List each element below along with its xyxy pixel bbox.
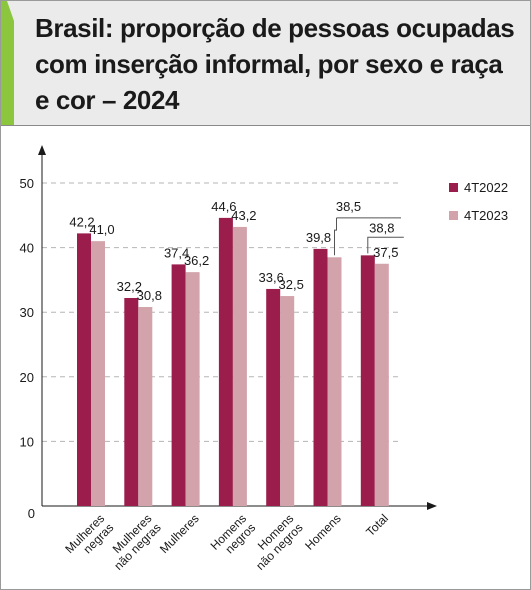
legend-label: 4T2023 <box>464 208 508 223</box>
data-label: 37,4 <box>164 245 189 260</box>
y-tick-label: 50 <box>20 176 34 191</box>
bar-4t2023 <box>280 296 295 506</box>
chart-title: Brasil: proporção de pessoas ocupadas co… <box>35 13 515 115</box>
data-label: 38,5 <box>336 199 361 214</box>
title-band: Brasil: proporção de pessoas ocupadas co… <box>1 1 530 126</box>
y-tick-label: 20 <box>20 370 34 385</box>
legend-label: 4T2022 <box>464 180 508 195</box>
bar-4t2022 <box>124 297 139 506</box>
data-label: 43,2 <box>231 208 256 223</box>
data-label: 36,2 <box>184 253 209 268</box>
bar-4t2022 <box>360 255 375 506</box>
legend-swatch <box>449 211 458 220</box>
bar-4t2023 <box>185 272 200 506</box>
data-label: 42,2 <box>69 214 94 229</box>
data-label: 33,6 <box>259 270 284 285</box>
y-tick-label: 30 <box>20 305 34 320</box>
category-label: Mulheres <box>157 511 202 556</box>
bar-4t2023 <box>232 226 247 506</box>
accent-tab-shape <box>1 1 14 125</box>
bar-4t2022 <box>171 264 186 506</box>
category-label-line: Total <box>363 511 391 539</box>
bar-4t2022 <box>313 248 328 506</box>
category-label: Homens <box>302 511 343 552</box>
category-label: Total <box>363 511 391 539</box>
bar-4t2022 <box>77 233 91 506</box>
data-label: 30,8 <box>137 288 162 303</box>
data-label: 41,0 <box>89 222 114 237</box>
x-axis-arrow <box>427 502 437 510</box>
data-label: 32,2 <box>117 279 142 294</box>
bar-4t2023 <box>138 307 153 506</box>
y-axis-arrow <box>38 145 46 155</box>
data-label: 38,8 <box>369 221 394 236</box>
y-tick-label: 0 <box>28 506 35 521</box>
data-label: 44,6 <box>211 199 236 214</box>
callout-line <box>334 217 337 256</box>
category-label-line: Homens <box>302 511 343 552</box>
callout-line <box>367 236 404 254</box>
data-label: 37,5 <box>373 245 398 260</box>
bar-4t2023 <box>91 241 105 506</box>
accent-tab <box>1 1 14 125</box>
bar-4t2022 <box>218 217 233 506</box>
data-label: 32,5 <box>279 277 304 292</box>
bar-4t2022 <box>266 288 281 506</box>
data-label: 39,8 <box>306 230 331 245</box>
legend-swatch <box>449 183 458 192</box>
bar-4t2023 <box>327 257 342 506</box>
category-label-line: Mulheres <box>157 511 202 556</box>
bar-chart: 0102030405042,241,032,230,837,436,244,64… <box>20 145 508 573</box>
y-tick-label: 40 <box>20 241 34 256</box>
bar-4t2023 <box>374 263 389 506</box>
y-tick-label: 10 <box>20 434 34 449</box>
